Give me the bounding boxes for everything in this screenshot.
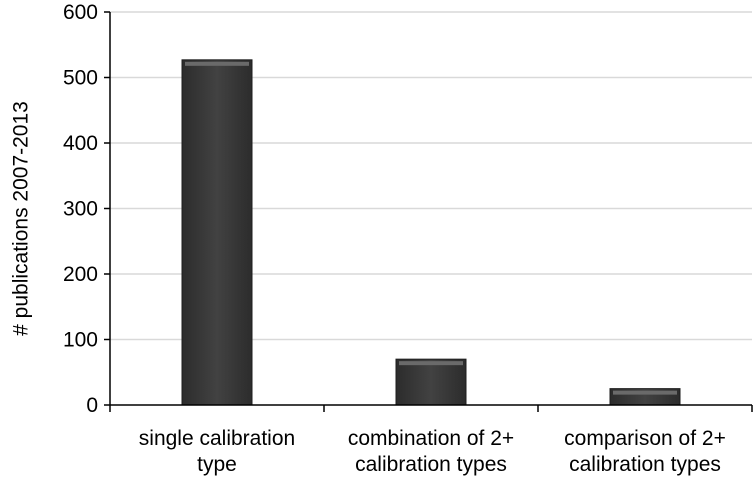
bar-body — [181, 59, 253, 406]
x-category-label: single calibration type — [139, 427, 295, 476]
y-tick-label: 400 — [63, 132, 98, 155]
y-tick-label: 0 — [86, 394, 98, 417]
bar — [395, 358, 467, 406]
x-category-label: combination of 2+ calibration types — [348, 427, 514, 476]
bar — [609, 388, 681, 406]
x-category-label: comparison of 2+ calibration types — [564, 427, 726, 476]
bar-highlight — [613, 390, 677, 395]
y-tick-label: 300 — [63, 198, 98, 221]
x-category-label-line: comparison of 2+ — [564, 427, 726, 450]
y-axis-label: # publications 2007-2013 — [9, 101, 32, 336]
y-tick-label: 500 — [63, 67, 98, 90]
x-category-label-line: single calibration — [139, 427, 295, 450]
bar-highlight — [399, 361, 463, 366]
y-tick-label: 600 — [63, 1, 98, 24]
y-tick-label: 200 — [63, 263, 98, 286]
bar-body — [395, 358, 467, 406]
x-category-label-line: calibration types — [355, 453, 507, 476]
x-category-label-line: calibration types — [569, 453, 721, 476]
y-tick-labels: 0 100 200 300 400 500 600 — [63, 1, 98, 417]
y-tick-label: 100 — [63, 329, 98, 352]
x-category-label-line: type — [197, 453, 237, 476]
x-category-label-line: combination of 2+ — [348, 427, 514, 450]
bar-highlight — [185, 61, 249, 66]
bar — [181, 59, 253, 406]
axes — [104, 11, 753, 412]
bars — [181, 59, 681, 406]
